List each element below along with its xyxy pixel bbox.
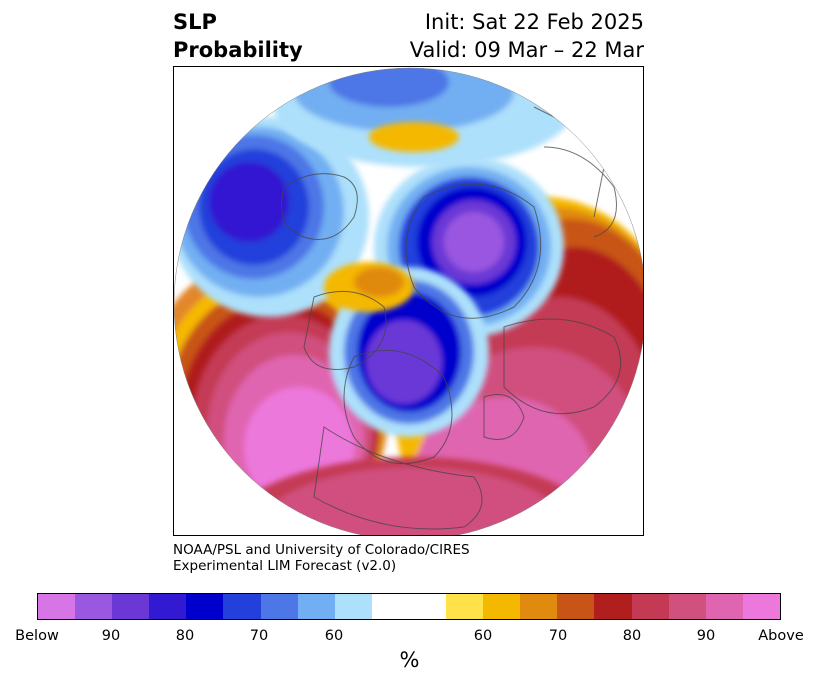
colorbar-tick-label: Above <box>758 628 804 644</box>
colorbar-tick-label: 60 <box>324 628 344 644</box>
above-patch-north <box>369 122 459 152</box>
colorbar-tick-label: 90 <box>696 628 716 644</box>
colorbar-swatch <box>223 594 261 619</box>
colorbar-tick-label: 60 <box>473 628 493 644</box>
colorbar-swatch <box>705 594 743 619</box>
title-probability: Probability <box>173 38 303 62</box>
colorbar-tick-label: 70 <box>249 628 269 644</box>
colorbar-swatch <box>334 594 372 619</box>
colorbar-swatch <box>742 594 780 619</box>
below-region-northwest <box>174 117 369 317</box>
colorbar-swatch <box>520 594 558 619</box>
above-region-south <box>214 457 614 535</box>
title-right: Init: Sat 22 Feb 2025 Valid: 09 Mar – 22… <box>410 8 644 64</box>
credit: NOAA/PSL and University of Colorado/CIRE… <box>173 542 470 574</box>
colorbar-swatch <box>483 594 521 619</box>
title-slp: SLP <box>173 10 217 34</box>
colorbar-swatch <box>446 594 484 619</box>
colorbar-swatch <box>594 594 632 619</box>
colorbar-tick-label: Below <box>15 628 59 644</box>
colorbar-swatch <box>371 594 409 619</box>
above-patch-center <box>324 262 414 312</box>
colorbar-swatch <box>557 594 595 619</box>
colorbar-unit: % <box>399 648 420 672</box>
colorbar-swatch <box>297 594 335 619</box>
below-region-canada <box>329 267 489 437</box>
colorbar <box>37 593 781 620</box>
map-disk-outline <box>174 67 643 535</box>
colorbar-swatch <box>408 594 447 619</box>
colorbar-ticks: Below 90 80 70 60 60 70 80 90 Above <box>0 622 819 648</box>
map-frame <box>173 66 644 536</box>
colorbar-tick-label: 80 <box>175 628 195 644</box>
colorbar-swatch <box>149 594 187 619</box>
colorbar-swatch <box>75 594 113 619</box>
credit-line-1: NOAA/PSL and University of Colorado/CIRE… <box>173 542 470 558</box>
colorbar-swatch <box>38 594 76 619</box>
colorbar-swatch <box>668 594 706 619</box>
colorbar-swatch <box>260 594 298 619</box>
valid-range: Valid: 09 Mar – 22 Mar <box>409 38 644 62</box>
probability-map <box>174 67 643 535</box>
below-region-central <box>374 157 564 337</box>
credit-line-2: Experimental LIM Forecast (v2.0) <box>173 558 397 574</box>
colorbar-tick-label: 90 <box>101 628 121 644</box>
colorbar-tick-label: 70 <box>548 628 568 644</box>
init-date: Init: Sat 22 Feb 2025 <box>424 10 644 34</box>
title-left: SLP Probability <box>173 8 303 64</box>
colorbar-swatch <box>112 594 150 619</box>
colorbar-swatch <box>631 594 669 619</box>
colorbar-tick-label: 80 <box>622 628 642 644</box>
colorbar-swatch <box>186 594 224 619</box>
